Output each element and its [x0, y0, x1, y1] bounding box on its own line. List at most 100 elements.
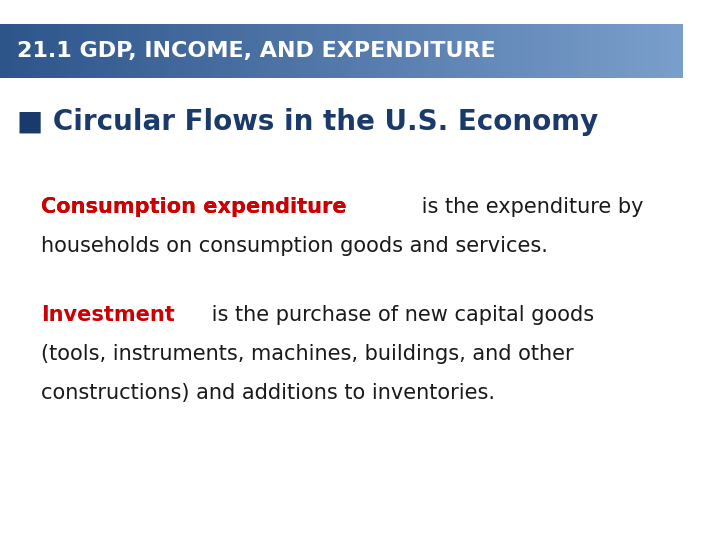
Bar [150, 24, 157, 78]
Text: 21.1 GDP, INCOME, AND EXPENDITURE: 21.1 GDP, INCOME, AND EXPENDITURE [17, 41, 495, 62]
Bar [519, 24, 526, 78]
Bar [382, 24, 390, 78]
Bar [300, 24, 307, 78]
Bar [341, 24, 348, 78]
Text: constructions) and additions to inventories.: constructions) and additions to inventor… [41, 383, 495, 403]
Bar [14, 24, 20, 78]
Bar [34, 24, 41, 78]
Text: (tools, instruments, machines, buildings, and other: (tools, instruments, machines, buildings… [41, 344, 574, 364]
Text: is the purchase of new capital goods: is the purchase of new capital goods [204, 305, 594, 325]
Bar [601, 24, 608, 78]
Bar [41, 24, 48, 78]
Bar [259, 24, 266, 78]
Text: households on consumption goods and services.: households on consumption goods and serv… [41, 236, 548, 256]
Bar [348, 24, 355, 78]
Bar [574, 24, 580, 78]
Bar [273, 24, 280, 78]
Bar [662, 24, 669, 78]
Bar [669, 24, 676, 78]
Bar [96, 24, 102, 78]
Bar [68, 24, 75, 78]
Bar [567, 24, 574, 78]
Bar [369, 24, 376, 78]
Bar [225, 24, 232, 78]
Text: Investment: Investment [41, 305, 175, 325]
Bar [130, 24, 137, 78]
Bar [485, 24, 492, 78]
Bar [321, 24, 328, 78]
Bar [55, 24, 61, 78]
Bar [328, 24, 335, 78]
Bar [635, 24, 642, 78]
Bar [546, 24, 553, 78]
Bar [0, 24, 6, 78]
Bar [6, 24, 14, 78]
Bar [423, 24, 430, 78]
Bar [27, 24, 34, 78]
Bar [649, 24, 655, 78]
Bar [307, 24, 314, 78]
Bar [560, 24, 567, 78]
Bar [355, 24, 362, 78]
Bar [89, 24, 96, 78]
Bar [437, 24, 444, 78]
Bar [539, 24, 546, 78]
Bar [416, 24, 423, 78]
Text: is the expenditure by: is the expenditure by [415, 197, 644, 217]
Bar [512, 24, 519, 78]
Bar [362, 24, 369, 78]
Bar [430, 24, 437, 78]
Bar [280, 24, 287, 78]
Bar [553, 24, 560, 78]
Bar [608, 24, 615, 78]
Bar [287, 24, 294, 78]
Bar [621, 24, 628, 78]
Bar [48, 24, 55, 78]
Bar [526, 24, 533, 78]
Bar [137, 24, 143, 78]
Bar [178, 24, 184, 78]
Bar [588, 24, 594, 78]
Bar [655, 24, 662, 78]
Bar [478, 24, 485, 78]
Bar [253, 24, 259, 78]
Bar [457, 24, 464, 78]
Bar [157, 24, 164, 78]
Bar [218, 24, 225, 78]
Bar [246, 24, 253, 78]
Bar [390, 24, 396, 78]
Bar [294, 24, 300, 78]
Bar [444, 24, 451, 78]
Bar [184, 24, 192, 78]
Text: Consumption expenditure: Consumption expenditure [41, 197, 346, 217]
Bar [82, 24, 89, 78]
Bar [102, 24, 109, 78]
Bar [396, 24, 403, 78]
Bar [410, 24, 416, 78]
Bar [143, 24, 150, 78]
Bar [498, 24, 505, 78]
Bar [464, 24, 471, 78]
Bar [171, 24, 178, 78]
Bar [61, 24, 68, 78]
Bar [642, 24, 649, 78]
Bar [376, 24, 382, 78]
Bar [164, 24, 171, 78]
Bar [471, 24, 478, 78]
Bar [615, 24, 621, 78]
Bar [314, 24, 321, 78]
Bar [335, 24, 341, 78]
Bar [109, 24, 116, 78]
Bar [198, 24, 204, 78]
Bar [239, 24, 246, 78]
Bar [123, 24, 130, 78]
Bar [676, 24, 683, 78]
Bar [403, 24, 410, 78]
Bar [451, 24, 457, 78]
Bar [20, 24, 27, 78]
Bar [232, 24, 239, 78]
Bar [116, 24, 123, 78]
Bar [192, 24, 198, 78]
Bar [505, 24, 512, 78]
Bar [492, 24, 498, 78]
